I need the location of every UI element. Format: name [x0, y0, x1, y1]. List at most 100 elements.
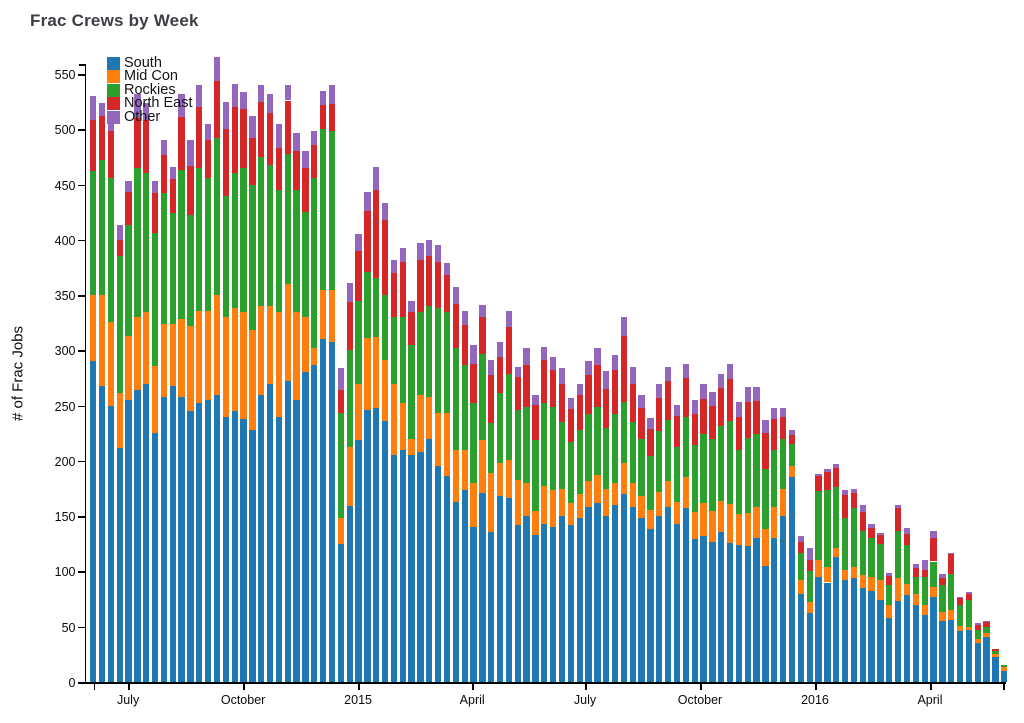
bar-segment-south [381, 421, 389, 682]
bar-segment-south [939, 621, 946, 682]
bar-segment-mid-con [160, 323, 168, 397]
bar-segment-north-east [98, 115, 106, 161]
y-tick [78, 626, 85, 629]
bar-segment-other [779, 407, 787, 417]
bar-segment-rockies [222, 195, 229, 318]
bar-segment-other [638, 394, 645, 408]
bar-segment-rockies [514, 410, 521, 480]
bar-segment-rockies [656, 431, 663, 492]
bar-segment-north-east [213, 80, 221, 139]
bar-segment-mid-con [116, 393, 123, 448]
bar-segment-north-east [470, 363, 477, 404]
bar-segment-south [824, 582, 831, 682]
bar-segment-other [965, 592, 973, 594]
bar-segment-rockies [726, 421, 734, 504]
bar-segment-other [833, 464, 840, 468]
bar-segment-north-east [700, 398, 707, 435]
bar-segment-north-east [647, 428, 654, 457]
bar-segment-mid-con [806, 602, 813, 614]
bar-segment-other [523, 348, 530, 365]
bar-segment-north-east [319, 104, 327, 130]
bar-segment-rockies [718, 425, 725, 501]
bar-segment-other [98, 102, 106, 116]
bar-segment-south [974, 643, 981, 682]
bar-segment-north-east [611, 370, 619, 415]
y-tick-label: 500 [54, 123, 76, 138]
bar-segment-north-east [532, 404, 539, 440]
x-tick-label: 2015 [344, 693, 372, 707]
bar-segment-rockies [868, 538, 875, 577]
bar-segment-mid-con [930, 586, 937, 597]
bar-segment-mid-con [470, 483, 477, 528]
bar-segment-mid-con [868, 576, 875, 592]
bar-segment-rockies [505, 373, 513, 460]
y-tick [78, 129, 85, 131]
bar-segment-north-east [160, 154, 168, 194]
bar-segment-north-east [134, 118, 141, 168]
bar-segment-north-east [682, 377, 689, 417]
bar-segment-rockies [231, 173, 238, 309]
bar-segment-mid-con [638, 496, 645, 519]
bar-segment-mid-con [488, 473, 495, 532]
y-tick [78, 460, 85, 463]
bar-segment-south [1001, 670, 1008, 682]
bar-segment-mid-con [496, 463, 504, 497]
x-tick [243, 682, 245, 690]
bar-segment-north-east [143, 120, 150, 174]
bar-segment-rockies [443, 311, 451, 414]
bar-segment-north-east [629, 383, 636, 423]
bar-segment-north-east [939, 578, 946, 585]
y-tick-label: 550 [54, 67, 76, 82]
bar-segment-rockies [691, 445, 698, 512]
bar-segment-south [328, 341, 336, 682]
legend-swatch-icon [107, 70, 120, 84]
bar-segment-south [797, 593, 804, 682]
bar-segment-mid-con [532, 510, 539, 535]
bar-segment-north-east [328, 103, 336, 132]
bar-segment-other [629, 366, 636, 384]
bar-segment-other [682, 363, 689, 378]
bar-segment-other [496, 341, 504, 357]
bar-segment-rockies [178, 170, 185, 320]
bar-segment-north-east [567, 408, 574, 443]
bar-segment-other [90, 96, 97, 121]
bar-segment-mid-con [426, 396, 433, 439]
bar-segment-south [373, 407, 380, 682]
bar-segment-rockies [151, 233, 159, 366]
bar-segment-other [797, 536, 804, 542]
bar-segment-other [567, 397, 574, 409]
bar-segment-south [187, 411, 194, 682]
bar-segment-south [443, 476, 451, 682]
bar-segment-other [461, 310, 468, 325]
bar-segment-rockies [567, 442, 574, 503]
bar-segment-other [231, 83, 238, 108]
bar-segment-north-east [196, 107, 203, 168]
bar-segment-other [240, 91, 247, 110]
bar-segment-other [611, 354, 619, 371]
bar-segment-mid-con [187, 326, 194, 412]
bar-segment-mid-con [664, 480, 672, 508]
bar-segment-mid-con [178, 319, 185, 397]
bar-segment-mid-con [841, 570, 849, 581]
bar-segment-south [611, 505, 619, 682]
bar-segment-north-east [293, 151, 300, 191]
bar-segment-south [178, 396, 185, 682]
bar-segment-north-east [258, 101, 265, 157]
bar-segment-mid-con [833, 548, 840, 558]
bar-segment-other [744, 386, 751, 403]
bar-segment-rockies [346, 350, 353, 447]
bar-segment-north-east [779, 416, 787, 439]
bar-segment-rockies [204, 177, 212, 311]
bar-segment-south [806, 613, 813, 682]
bar-segment-rockies [992, 651, 999, 655]
bar-segment-rockies [886, 584, 893, 605]
bar-segment-other [125, 181, 132, 193]
bar-segment-rockies [877, 543, 884, 581]
bar-segment-south [293, 400, 300, 682]
bar-segment-south [594, 502, 601, 682]
bar-segment-other [576, 383, 583, 395]
bar-segment-other [868, 523, 875, 529]
x-tick [128, 682, 130, 690]
bar-segment-south [877, 600, 884, 682]
bar-segment-south [868, 591, 875, 682]
